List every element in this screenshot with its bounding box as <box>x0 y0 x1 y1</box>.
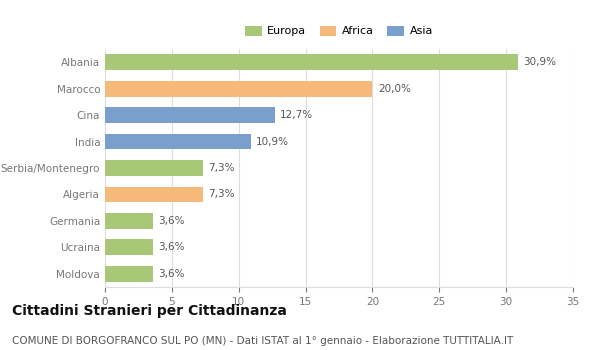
Text: 7,3%: 7,3% <box>208 163 235 173</box>
Bar <box>105 160 203 176</box>
Bar <box>105 54 518 70</box>
Bar <box>105 134 251 149</box>
Text: 10,9%: 10,9% <box>256 136 289 147</box>
Bar <box>105 266 153 282</box>
Legend: Europa, Africa, Asia: Europa, Africa, Asia <box>243 23 435 39</box>
Text: 3,6%: 3,6% <box>158 269 185 279</box>
Text: 7,3%: 7,3% <box>208 189 235 200</box>
Text: 20,0%: 20,0% <box>378 84 410 94</box>
Text: 30,9%: 30,9% <box>524 57 557 67</box>
Bar <box>105 239 153 255</box>
Bar <box>105 213 153 229</box>
Text: 12,7%: 12,7% <box>280 110 313 120</box>
Bar <box>105 107 275 123</box>
Bar <box>105 81 373 97</box>
Bar <box>105 187 203 202</box>
Text: Cittadini Stranieri per Cittadinanza: Cittadini Stranieri per Cittadinanza <box>12 304 287 318</box>
Text: 3,6%: 3,6% <box>158 242 185 252</box>
Text: COMUNE DI BORGOFRANCO SUL PO (MN) - Dati ISTAT al 1° gennaio - Elaborazione TUTT: COMUNE DI BORGOFRANCO SUL PO (MN) - Dati… <box>12 336 513 346</box>
Text: 3,6%: 3,6% <box>158 216 185 226</box>
